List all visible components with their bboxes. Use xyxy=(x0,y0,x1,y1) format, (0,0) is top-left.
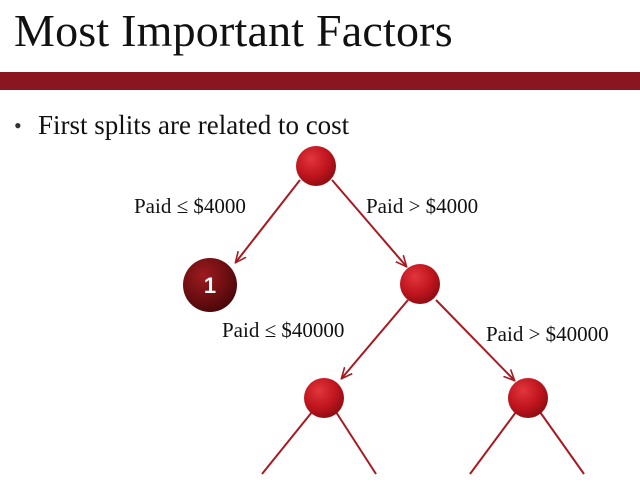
edge-root-left xyxy=(236,179,301,262)
edge-label-root-left: Paid ≤ $4000 xyxy=(134,194,246,218)
tree-node-bottom-right xyxy=(508,378,548,418)
tree-leaf-node xyxy=(183,258,237,312)
edge-root-right xyxy=(331,179,406,266)
bullet-dot: • xyxy=(14,112,22,138)
edge-label-mid-left: Paid ≤ $40000 xyxy=(222,318,344,342)
bullet-item: • First splits are related to cost xyxy=(14,110,349,141)
tree-node-bottom-left xyxy=(304,378,344,418)
bullet-text: First splits are related to cost xyxy=(38,110,350,140)
leaf-label: 1 xyxy=(204,273,216,298)
edge-mid-left xyxy=(342,299,409,378)
edge-stub xyxy=(335,411,377,475)
edge-stub xyxy=(539,411,585,475)
edge-label-root-right: Paid > $4000 xyxy=(366,194,478,218)
edge-label-mid-right: Paid > $40000 xyxy=(486,322,609,346)
title-accent-bar xyxy=(0,72,640,90)
edge-mid-right xyxy=(435,299,514,380)
edge-stub xyxy=(261,411,313,475)
slide-title: Most Important Factors xyxy=(14,5,453,56)
tree-node-mid xyxy=(400,264,440,304)
edge-stub xyxy=(469,411,517,475)
tree-node-root xyxy=(296,146,336,186)
